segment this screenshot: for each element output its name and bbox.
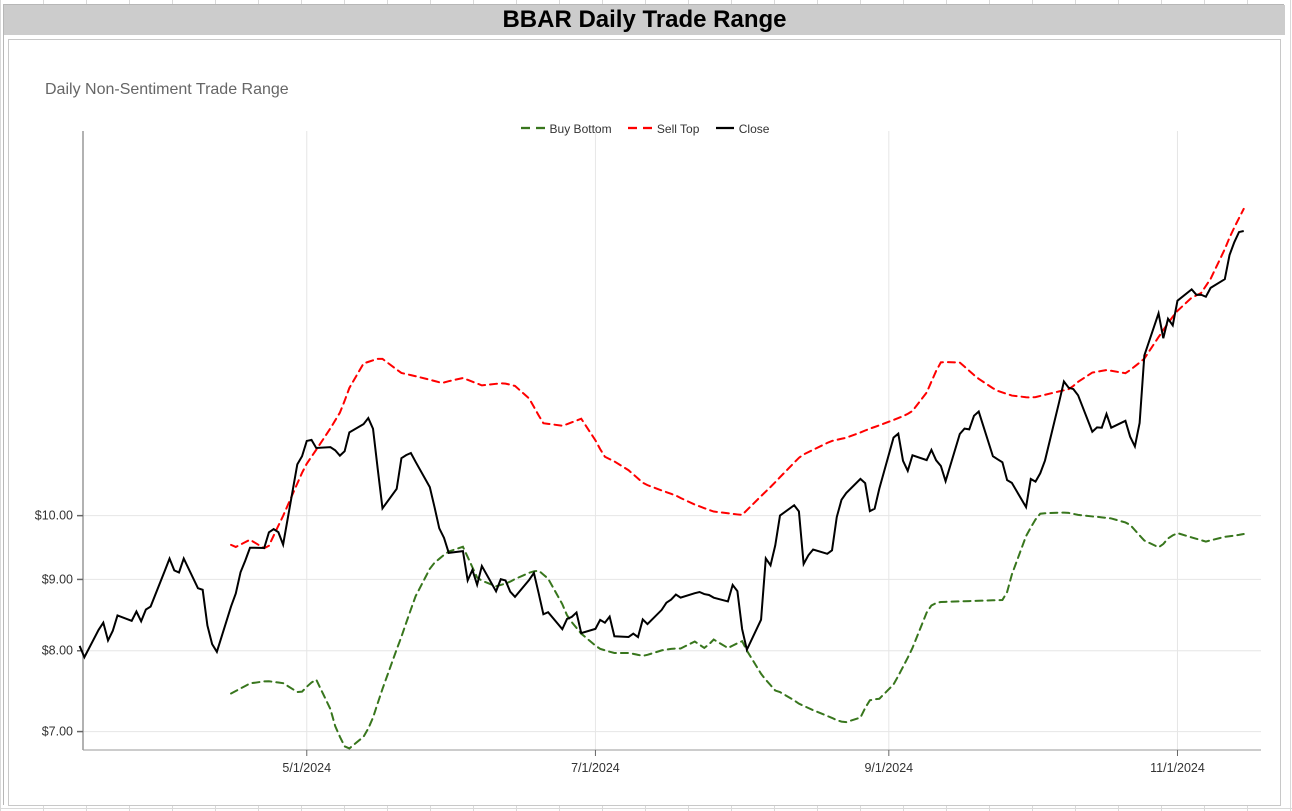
svg-text:5/1/2024: 5/1/2024 xyxy=(282,761,331,775)
svg-text:$7.00: $7.00 xyxy=(42,725,73,739)
svg-text:7/1/2024: 7/1/2024 xyxy=(571,761,620,775)
svg-text:$8.00: $8.00 xyxy=(42,644,73,658)
svg-text:$9.00: $9.00 xyxy=(42,572,73,586)
svg-text:11/1/2024: 11/1/2024 xyxy=(1150,761,1205,775)
svg-text:9/1/2024: 9/1/2024 xyxy=(864,761,913,775)
svg-text:$10.00: $10.00 xyxy=(35,509,73,523)
